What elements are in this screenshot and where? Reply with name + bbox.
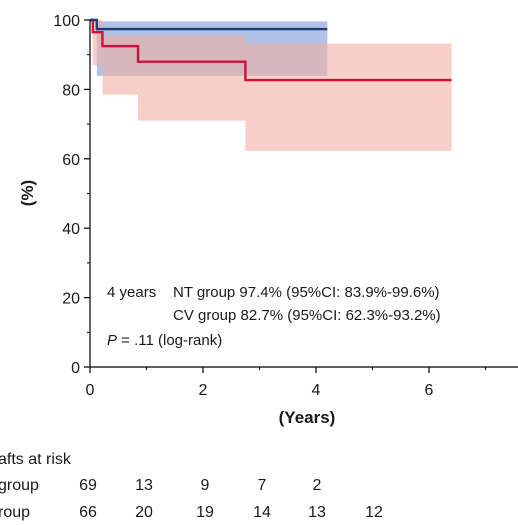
risk-cell: 20 bbox=[135, 504, 153, 521]
risk-row-label: roup bbox=[0, 504, 30, 521]
ci-band-segment bbox=[102, 35, 139, 95]
annotation-box: 4 years NT group 97.4% (95%CI: 83.9%-99.… bbox=[107, 284, 441, 349]
y-tick-label: 80 bbox=[62, 82, 80, 99]
axis-ticks: 0 20 40 60 80 100 0 2 4 6 bbox=[53, 13, 486, 399]
risk-cell: 66 bbox=[79, 504, 97, 521]
x-tick-label: 6 bbox=[425, 382, 434, 399]
x-tick-label: 0 bbox=[86, 382, 95, 399]
ci-band-segment bbox=[245, 43, 452, 151]
risk-cell: 19 bbox=[196, 504, 214, 521]
risk-cell: 7 bbox=[258, 477, 267, 494]
risk-row-label: group bbox=[0, 477, 39, 494]
annotation-cv-group: CV group 82.7% (95%CI: 62.3%-93.2%) bbox=[173, 307, 441, 324]
risk-table-title: afts at risk bbox=[0, 451, 72, 468]
y-tick-label: 100 bbox=[53, 13, 80, 30]
y-tick-label: 40 bbox=[62, 221, 80, 238]
ci-band-segment bbox=[92, 20, 103, 66]
risk-cell: 13 bbox=[135, 477, 153, 494]
risk-cell: 2 bbox=[313, 477, 322, 494]
risk-cell: 12 bbox=[365, 504, 383, 521]
risk-table: afts at risk group 69 13 9 7 2 roup 66 20 19 14 13 1… bbox=[0, 451, 383, 521]
annotation-nt-group: NT group 97.4% (95%CI: 83.9%-99.6%) bbox=[173, 284, 440, 301]
survival-curve-line bbox=[90, 18, 328, 31]
risk-table-rows: group 69 13 9 7 2 roup 66 20 19 14 13 12 bbox=[0, 477, 383, 521]
x-tick-label: 4 bbox=[312, 382, 321, 399]
risk-cell: 14 bbox=[253, 504, 271, 521]
ci-band-segment bbox=[138, 35, 246, 121]
y-tick-label: 0 bbox=[71, 360, 80, 377]
confidence-bands bbox=[90, 20, 452, 151]
y-tick-label: 60 bbox=[62, 152, 80, 169]
x-axis-title: (Years) bbox=[279, 408, 336, 427]
risk-cell: 13 bbox=[308, 504, 326, 521]
risk-cell: 9 bbox=[201, 477, 210, 494]
x-tick-label: 2 bbox=[199, 382, 208, 399]
y-axis-title: (%) bbox=[18, 180, 37, 206]
annotation-prefix: 4 years bbox=[107, 284, 156, 301]
survival-curve-line bbox=[90, 18, 452, 82]
risk-cell: 69 bbox=[79, 477, 97, 494]
annotation-p-value: P = .11 (log-rank) bbox=[107, 332, 222, 349]
y-tick-label: 20 bbox=[62, 291, 80, 308]
survival-curves bbox=[90, 18, 452, 82]
